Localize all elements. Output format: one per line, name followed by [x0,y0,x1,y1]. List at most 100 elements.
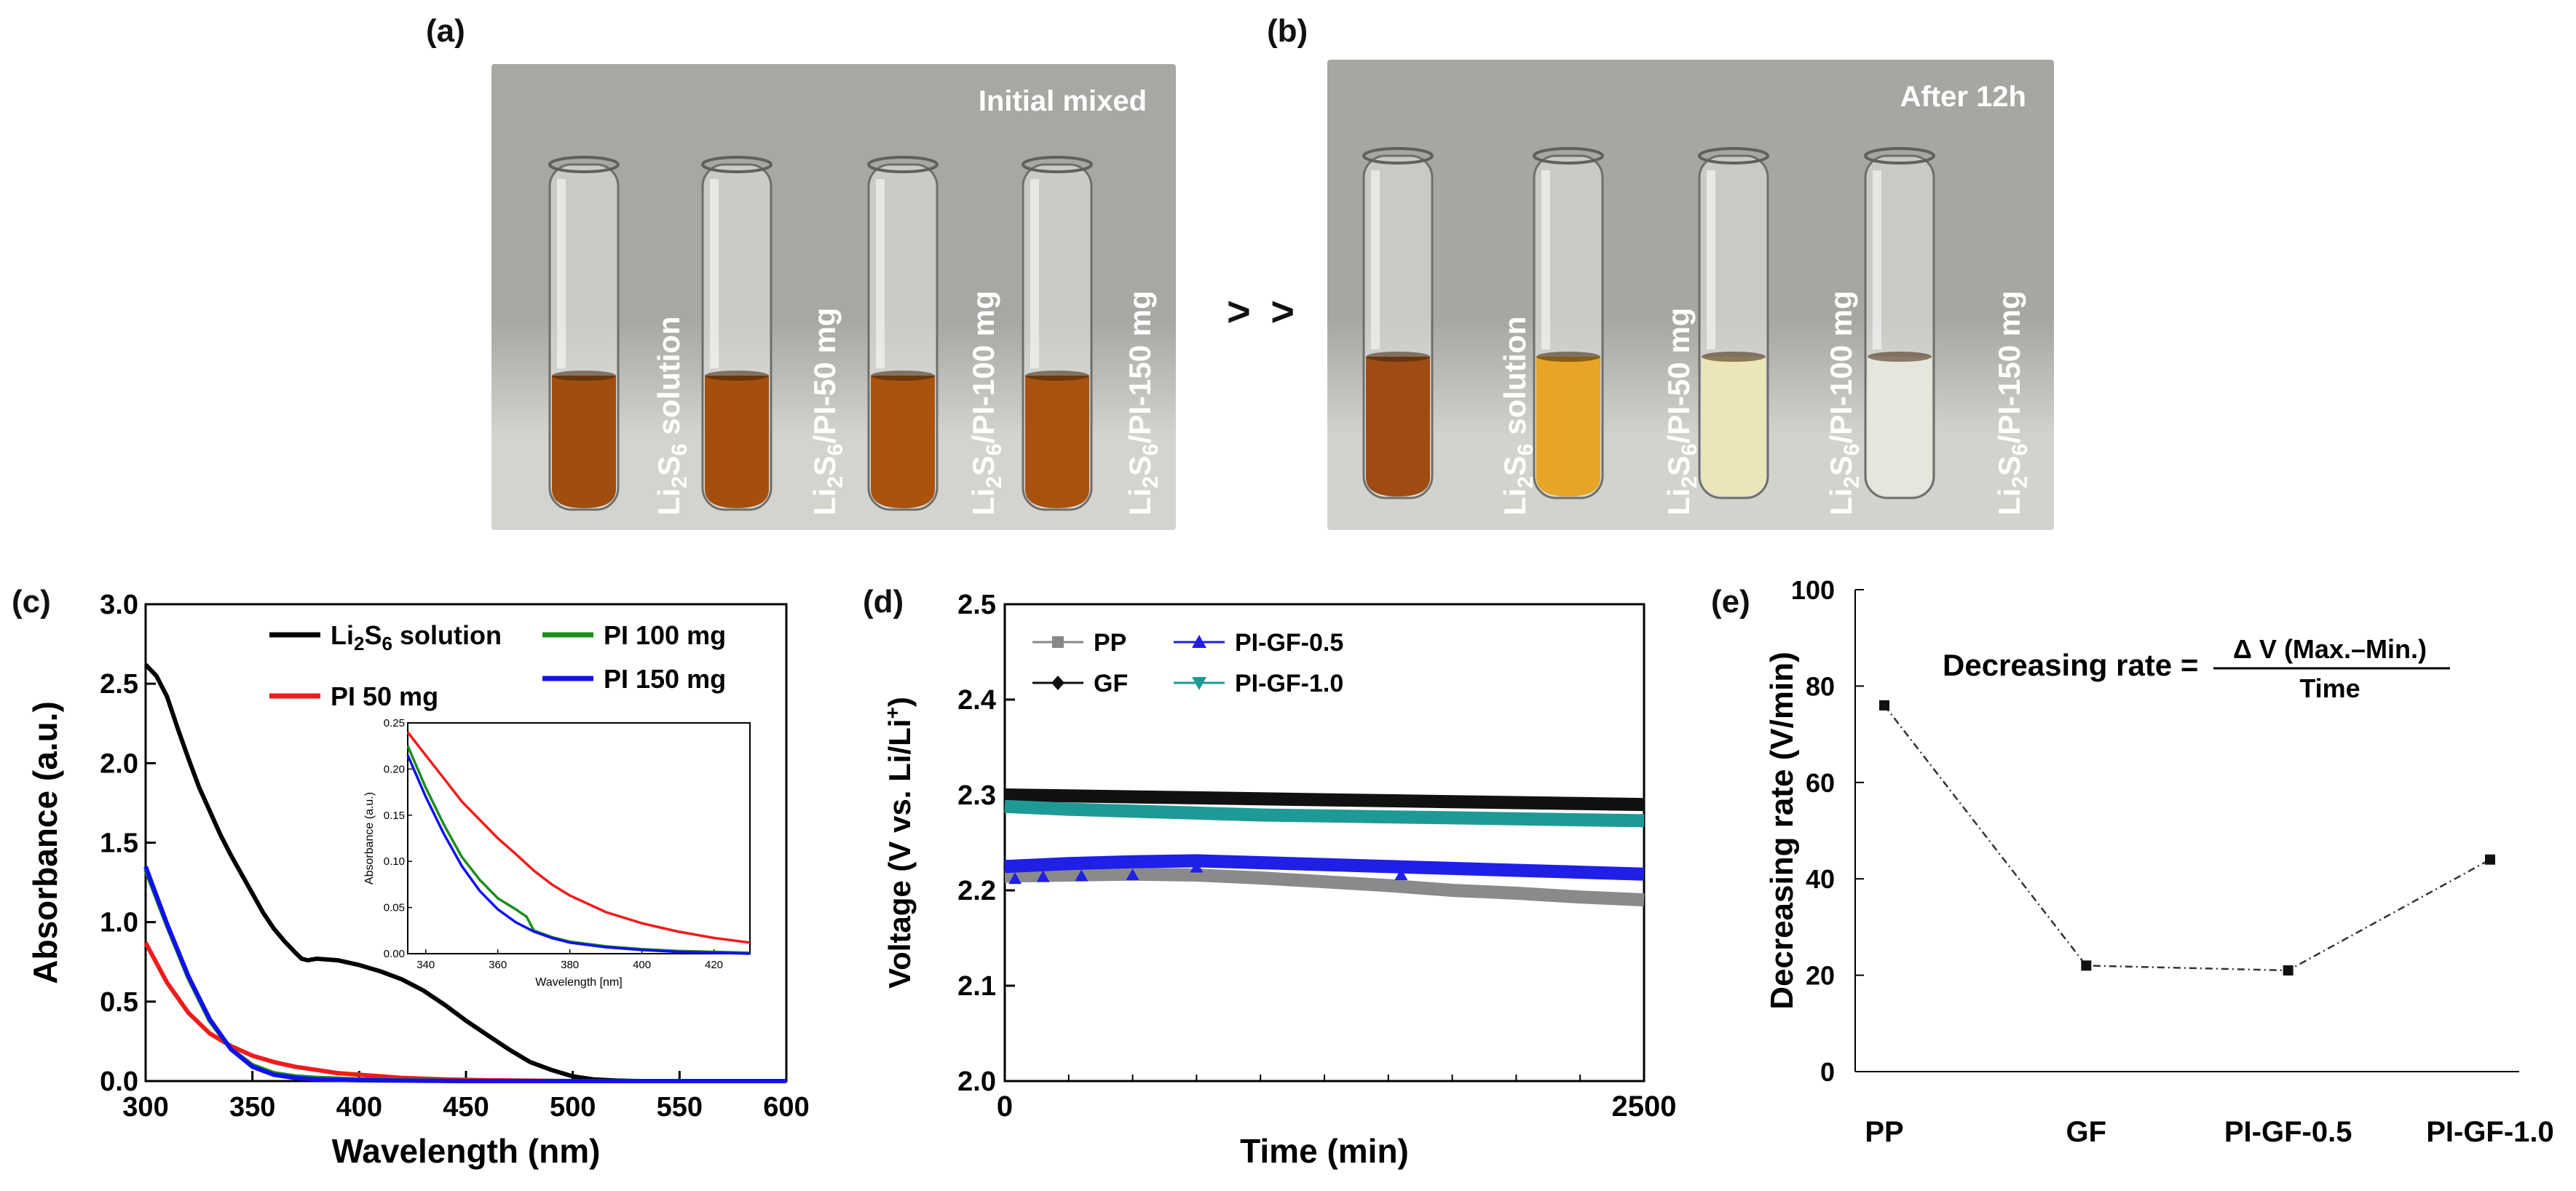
y-axis-label: Voltage (V vs. Li/Li+) [881,697,917,989]
marker-pi-gf-0.5 [1305,858,1319,871]
inset-x-tick-label: 360 [489,959,507,971]
inset-x-tick-label: 420 [705,959,723,971]
y-axis-label: Absorbance (a.u.) [26,701,64,984]
vial-liquid [705,376,769,508]
vial-rim [1698,147,1769,165]
legend-marker [1192,635,1206,648]
x-category-label: PI-GF-1.0 [2426,1116,2554,1148]
marker-pi-gf-0.5 [1008,872,1022,885]
inset-y-tick-label: 0.15 [384,810,405,822]
vial-rim [867,156,939,173]
vial-b-4 [1864,147,1935,499]
vial-highlight [1541,170,1550,349]
vial-rim [1022,156,1093,173]
vial-meniscus [1702,352,1766,362]
legend-label: PI 50 mg [331,681,438,711]
panel-label-b: (b) [1267,13,1308,49]
x-tick-label: 550 [657,1092,703,1123]
x-tick-label: 300 [122,1092,168,1123]
marker-pi-gf-0.5 [1036,870,1050,882]
y-tick-label: 0 [1820,1057,1835,1087]
vial-liquid [1536,357,1600,496]
y-tick-label: 40 [1806,864,1835,894]
vial-label-a-4: Li2S6/PI-150 mg [1123,290,1163,515]
x-tick-label: 400 [336,1092,382,1123]
legend-label: GF [1094,670,1128,697]
vial-a-2 [701,156,773,511]
legend-marker [1192,677,1206,690]
vial-highlight [1873,170,1881,349]
x-tick-label: 0 [997,1091,1013,1123]
legend-label: PI-GF-1.0 [1235,670,1343,697]
inset-x-tick-label: 400 [633,959,651,971]
vial-liquid [871,376,935,508]
vial-liquid [1702,357,1766,496]
vial-highlight [557,179,566,368]
vial-label-a-1: Li2S6 solution [652,316,692,515]
inset-y-tick-label: 0.05 [384,902,405,914]
marker-pi-gf-0.5 [1394,868,1408,881]
vial-a-4 [1022,156,1093,511]
legend-label: Li2S6 solution [331,620,502,654]
sequence-arrow: > > [1227,288,1299,334]
photo-b: After 12h Li2S6 solution Li2S6/PI-50 mg Li2… [1327,60,2054,530]
inset-y-tick-label: 0.10 [384,855,405,868]
vial-meniscus [705,371,769,381]
vial-highlight [710,179,719,368]
x-category-label: PP [1865,1116,1903,1148]
data-point-gf [2081,960,2092,971]
inset-series-line-pi-50-mg [406,731,751,944]
data-point-pi-gf-1.0 [2485,854,2495,865]
marker-pi-gf-0.5 [1075,869,1089,882]
legend-marker [1052,636,1064,648]
chart-c-frame [144,603,788,1083]
y-tick-label: 0.0 [100,1067,138,1097]
y-tick-label: 2.4 [957,685,996,716]
photo-a-title: Initial mixed [979,85,1147,117]
formula-lhs: Decreasing rate = [1943,648,2198,682]
x-axis-label: Wavelength (nm) [332,1132,601,1170]
inset-y-tick-label: 0.20 [384,763,405,775]
vial-rim [701,156,773,173]
vial-label-b-1: Li2S6 solution [1498,316,1538,515]
series-line-pi-100-mg [143,868,786,1083]
x-category-label: GF [2066,1116,2107,1148]
vial-liquid [552,376,616,508]
inset-x-tick-label: 340 [416,959,435,971]
series-line-pi-150-mg [143,866,786,1083]
series-band-pi-gf-0.5 [1004,854,1645,881]
panel-label-e: (e) [1711,584,1750,620]
x-tick-label: 350 [229,1092,275,1123]
formula-denominator: Time [2299,673,2360,703]
vial-rim [1362,147,1434,165]
photo-b-title: After 12h [1900,81,2026,113]
vial-b-2 [1533,147,1604,499]
chart-d-frame [1003,603,1645,1083]
legend-marker [1051,676,1064,690]
vial-label-a-3: Li2S6/PI-100 mg [966,290,1006,515]
series-band-gf [1004,788,1645,812]
legend-label: PP [1094,629,1126,657]
photo-b-svg: After 12h Li2S6 solution Li2S6/PI-50 mg Li2… [1327,60,2054,530]
vial-meniscus [552,371,616,381]
vial-rim [1533,147,1604,165]
vial-highlight [876,179,885,368]
vial-b-3 [1698,147,1769,499]
vial-liquid [1868,357,1932,496]
x-category-label: PI-GF-0.5 [2224,1116,2352,1148]
series-band-pi-gf-1.0 [1004,799,1645,828]
y-tick-label: 1.5 [100,828,138,859]
legend-label: PI 100 mg [604,620,726,650]
x-tick-label: 600 [763,1092,809,1123]
marker-pi-gf-0.5 [1254,857,1268,869]
vial-liquid [1366,357,1430,496]
inset-x-axis-label: Wavelength [nm] [535,976,622,989]
y-tick-label: 2.5 [100,669,138,700]
y-tick-label: 1.0 [100,908,138,938]
vial-highlight [1707,170,1715,349]
y-axis-label: Decreasing rate (V/min) [1764,652,1800,1010]
vial-rim [1864,147,1935,165]
marker-pi-gf-0.5 [1126,868,1139,881]
